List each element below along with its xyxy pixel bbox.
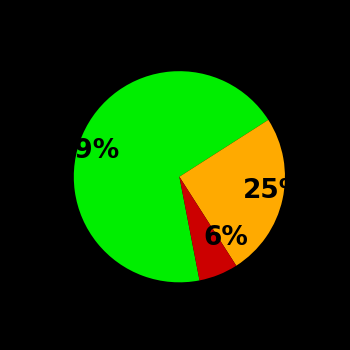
Text: 25%: 25% (243, 178, 307, 204)
Text: 6%: 6% (204, 225, 248, 251)
Text: 69%: 69% (56, 138, 119, 164)
Wedge shape (74, 71, 268, 282)
Wedge shape (179, 120, 285, 266)
Wedge shape (179, 177, 236, 280)
